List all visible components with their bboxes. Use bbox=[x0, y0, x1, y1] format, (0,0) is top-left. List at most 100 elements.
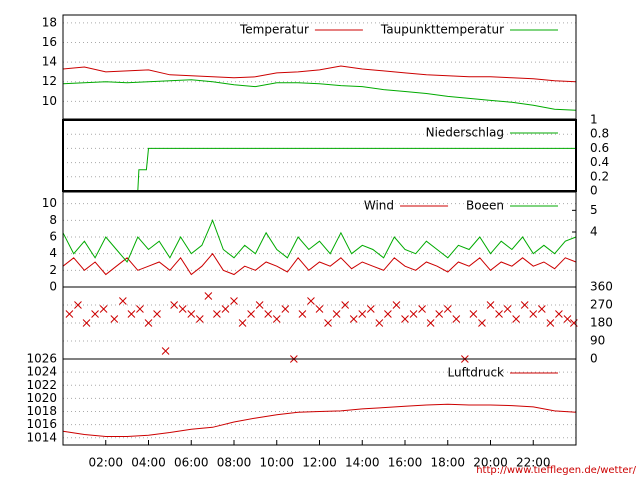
scatter-point bbox=[443, 305, 452, 313]
scatter-point bbox=[118, 297, 127, 305]
scatter-point bbox=[563, 315, 572, 323]
scatter-point bbox=[469, 310, 478, 318]
scatter-point bbox=[452, 315, 461, 323]
series-line bbox=[62, 79, 577, 111]
panel-frame bbox=[62, 119, 577, 192]
scatter-point bbox=[170, 301, 179, 309]
scatter-point bbox=[144, 319, 153, 327]
series-line bbox=[62, 218, 577, 263]
footer-url: http://www.tiefflegen.de/wetter/ bbox=[476, 465, 636, 476]
scatter-point bbox=[358, 310, 367, 318]
y-tick-label: 8 bbox=[49, 213, 57, 227]
series-line bbox=[62, 403, 577, 437]
scatter-point bbox=[110, 315, 119, 323]
legend-label: Luftdruck bbox=[447, 366, 504, 380]
scatter-point bbox=[221, 305, 230, 313]
y-tick-label: 10 bbox=[42, 196, 57, 210]
y-tick-label: 1 bbox=[590, 113, 598, 127]
x-tick-label: 10:00 bbox=[259, 456, 294, 470]
scatter-point bbox=[324, 319, 332, 327]
scatter-point bbox=[418, 305, 426, 313]
scatter-point bbox=[409, 310, 418, 318]
scatter-point bbox=[349, 315, 358, 323]
y-tick-label: 0 bbox=[590, 352, 598, 366]
scatter-point bbox=[255, 301, 264, 309]
scatter-point bbox=[392, 301, 401, 309]
y-tick-label: 12 bbox=[42, 74, 57, 88]
scatter-point bbox=[375, 319, 384, 327]
scatter-point bbox=[555, 310, 563, 318]
scatter-point bbox=[65, 310, 74, 318]
scatter-point bbox=[512, 315, 521, 323]
legend-label: Wind bbox=[364, 199, 394, 213]
scatter-point bbox=[307, 297, 315, 305]
scatter-point bbox=[204, 292, 213, 300]
y-tick-label: 360 bbox=[590, 280, 613, 294]
x-tick-label: 20:00 bbox=[473, 456, 508, 470]
scatter-point bbox=[546, 319, 555, 327]
legend-label: Niederschlag bbox=[426, 126, 504, 140]
scatter-point bbox=[195, 315, 204, 323]
scatter-point bbox=[238, 319, 247, 327]
scatter-point bbox=[298, 310, 307, 318]
scatter-point bbox=[529, 310, 538, 318]
scatter-point bbox=[503, 305, 512, 313]
y-tick-label: 0.8 bbox=[590, 127, 609, 141]
legend-label: Taupunkttemperatur bbox=[380, 23, 504, 37]
scatter-point bbox=[495, 310, 503, 318]
scatter-point bbox=[99, 305, 108, 313]
x-tick-label: 02:00 bbox=[88, 456, 123, 470]
scatter-point bbox=[366, 305, 375, 313]
scatter-point bbox=[401, 315, 409, 323]
y-tick-label: 16 bbox=[42, 35, 57, 49]
x-tick-label: 08:00 bbox=[217, 456, 252, 470]
y2-tick-label: 5 bbox=[590, 203, 598, 217]
y-tick-label: 10 bbox=[42, 94, 57, 108]
scatter-point bbox=[161, 347, 170, 355]
y-tick-label: 0 bbox=[590, 184, 598, 198]
scatter-point bbox=[178, 305, 187, 313]
x-tick-label: 06:00 bbox=[174, 456, 209, 470]
series-line bbox=[62, 65, 577, 83]
y-tick-label: 0.6 bbox=[590, 141, 609, 155]
y-tick-label: 1024 bbox=[26, 365, 57, 379]
x-tick-label: 04:00 bbox=[131, 456, 166, 470]
scatter-point bbox=[187, 310, 196, 318]
y-tick-label: 180 bbox=[590, 316, 613, 330]
y-tick-label: 1016 bbox=[26, 417, 57, 431]
scatter-point bbox=[315, 305, 324, 313]
y-tick-label: 18 bbox=[42, 15, 57, 29]
scatter-point bbox=[426, 319, 435, 327]
y-tick-label: 1018 bbox=[26, 404, 57, 418]
scatter-point bbox=[230, 297, 238, 305]
y-tick-label: 6 bbox=[49, 230, 57, 244]
y-tick-label: 0.2 bbox=[590, 169, 609, 183]
y2-tick-label: 4 bbox=[590, 225, 598, 239]
series-line bbox=[63, 147, 576, 192]
y-tick-label: 1020 bbox=[26, 391, 57, 405]
scatter-point bbox=[264, 310, 273, 318]
scatter-point bbox=[384, 310, 392, 318]
y-tick-label: 4 bbox=[49, 246, 57, 260]
x-tick-label: 12:00 bbox=[302, 456, 337, 470]
scatter-point bbox=[153, 310, 161, 318]
x-tick-label: 14:00 bbox=[345, 456, 380, 470]
scatter-point bbox=[537, 305, 546, 313]
scatter-point bbox=[486, 301, 495, 309]
y-tick-label: 1022 bbox=[26, 378, 57, 392]
scatter-point bbox=[332, 310, 341, 318]
scatter-point bbox=[341, 301, 350, 309]
scatter-point bbox=[91, 310, 99, 318]
scatter-point bbox=[136, 305, 144, 313]
y-tick-label: 1026 bbox=[26, 352, 57, 366]
y-tick-label: 270 bbox=[590, 298, 613, 312]
y-tick-label: 0 bbox=[49, 280, 57, 294]
scatter-point bbox=[127, 310, 136, 318]
scatter-point bbox=[213, 310, 221, 318]
scatter-point bbox=[478, 319, 486, 327]
scatter-point bbox=[247, 310, 255, 318]
y-tick-label: 14 bbox=[42, 55, 57, 69]
scatter-point bbox=[272, 315, 281, 323]
scatter-point bbox=[435, 310, 444, 318]
